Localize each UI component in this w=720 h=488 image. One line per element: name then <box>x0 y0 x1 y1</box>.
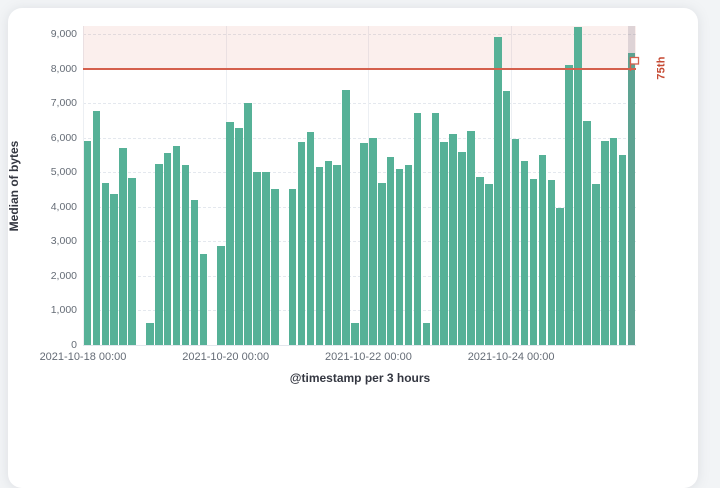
bar[interactable] <box>172 146 181 345</box>
bar[interactable] <box>601 140 609 345</box>
y-gridline <box>83 206 636 208</box>
bar[interactable] <box>244 103 252 345</box>
bar[interactable] <box>324 161 333 345</box>
y-tick-label: 4,000 <box>50 200 77 213</box>
plot-area[interactable]: 75th <box>83 26 668 346</box>
y-tick-label: 0 <box>71 339 77 351</box>
x-gridline <box>83 26 84 345</box>
threshold-line <box>83 67 636 70</box>
bar[interactable] <box>404 165 413 345</box>
bar[interactable] <box>315 167 324 345</box>
bar[interactable] <box>386 156 395 345</box>
bar[interactable] <box>592 183 600 345</box>
bar[interactable] <box>190 200 199 345</box>
bar[interactable] <box>422 322 431 345</box>
bar[interactable] <box>520 160 529 345</box>
bar[interactable] <box>627 52 636 345</box>
bar[interactable] <box>128 177 136 345</box>
bar[interactable] <box>502 90 511 345</box>
x-axis-title: @timestamp per 3 hours <box>289 371 431 385</box>
bar[interactable] <box>431 112 440 345</box>
bar[interactable] <box>538 155 547 345</box>
y-tick-label: 9,000 <box>50 28 77 41</box>
bar[interactable] <box>413 112 422 345</box>
bar[interactable] <box>235 127 243 345</box>
bar[interactable] <box>119 148 127 345</box>
bar[interactable] <box>511 138 520 345</box>
y-gridline <box>83 103 636 105</box>
bar[interactable] <box>181 165 190 345</box>
bar[interactable] <box>253 172 261 345</box>
bar[interactable] <box>449 133 457 345</box>
bar[interactable] <box>467 131 475 345</box>
y-tick-label: 8,000 <box>50 62 77 75</box>
partial-bucket-overlay <box>627 26 636 345</box>
y-tick-label: 7,000 <box>50 97 77 110</box>
bar[interactable] <box>609 137 618 345</box>
bar[interactable] <box>288 188 297 345</box>
x-tick-label: 2021-10-24 00:00 <box>467 351 555 363</box>
bar[interactable] <box>110 193 118 345</box>
bar[interactable] <box>574 27 582 345</box>
bar[interactable] <box>351 322 359 345</box>
y-gridline <box>83 310 636 312</box>
x-gridline <box>368 26 370 345</box>
y-tick-label: 5,000 <box>50 166 77 179</box>
bar[interactable] <box>360 143 368 345</box>
bar[interactable] <box>226 122 234 345</box>
bar[interactable] <box>369 137 377 345</box>
y-tick-label: 6,000 <box>50 131 77 144</box>
bar[interactable] <box>342 89 350 345</box>
bar[interactable] <box>395 168 404 345</box>
bar[interactable] <box>476 177 484 345</box>
threshold-region <box>83 26 636 69</box>
bar[interactable] <box>583 120 591 345</box>
bar[interactable] <box>297 142 306 345</box>
y-gridline <box>83 172 636 174</box>
y-gridline <box>83 34 636 36</box>
bar[interactable] <box>217 246 225 345</box>
bar[interactable] <box>262 172 270 345</box>
bar[interactable] <box>529 178 538 345</box>
y-tick-label: 2,000 <box>50 269 77 282</box>
bar[interactable] <box>146 322 154 345</box>
bar[interactable] <box>306 131 315 345</box>
bar[interactable] <box>155 163 163 345</box>
bar[interactable] <box>271 188 279 345</box>
bar[interactable] <box>199 253 208 345</box>
bar[interactable] <box>333 165 341 345</box>
bar[interactable] <box>458 152 466 345</box>
bar[interactable] <box>547 179 556 345</box>
threshold-label: 75th <box>656 56 669 80</box>
y-tick-label: 3,000 <box>50 235 77 248</box>
y-gridline <box>83 275 636 277</box>
threshold-flag-icon <box>628 56 641 77</box>
bar[interactable] <box>163 153 172 345</box>
bar-chart: Median of bytes 75th 0 1,000 2,000 3,000 4,0… <box>7 26 668 385</box>
bar[interactable] <box>101 182 110 345</box>
x-gridline <box>225 26 227 345</box>
y-tick-label: 1,000 <box>50 304 77 317</box>
x-tick-label: 2021-10-20 00:00 <box>182 351 270 363</box>
y-gridline <box>83 137 636 139</box>
bar[interactable] <box>618 155 627 345</box>
bar[interactable] <box>378 183 386 345</box>
bar[interactable] <box>565 65 573 345</box>
x-tick-label: 2021-10-22 00:00 <box>324 351 412 363</box>
bar[interactable] <box>556 208 564 345</box>
bar[interactable] <box>83 141 92 345</box>
x-gridline <box>511 26 513 345</box>
bar[interactable] <box>485 184 493 345</box>
y-gridline <box>83 241 636 243</box>
x-tick-label: 2021-10-18 00:00 <box>39 351 127 363</box>
bar[interactable] <box>440 142 448 345</box>
bar[interactable] <box>493 36 502 345</box>
bar[interactable] <box>92 110 101 345</box>
